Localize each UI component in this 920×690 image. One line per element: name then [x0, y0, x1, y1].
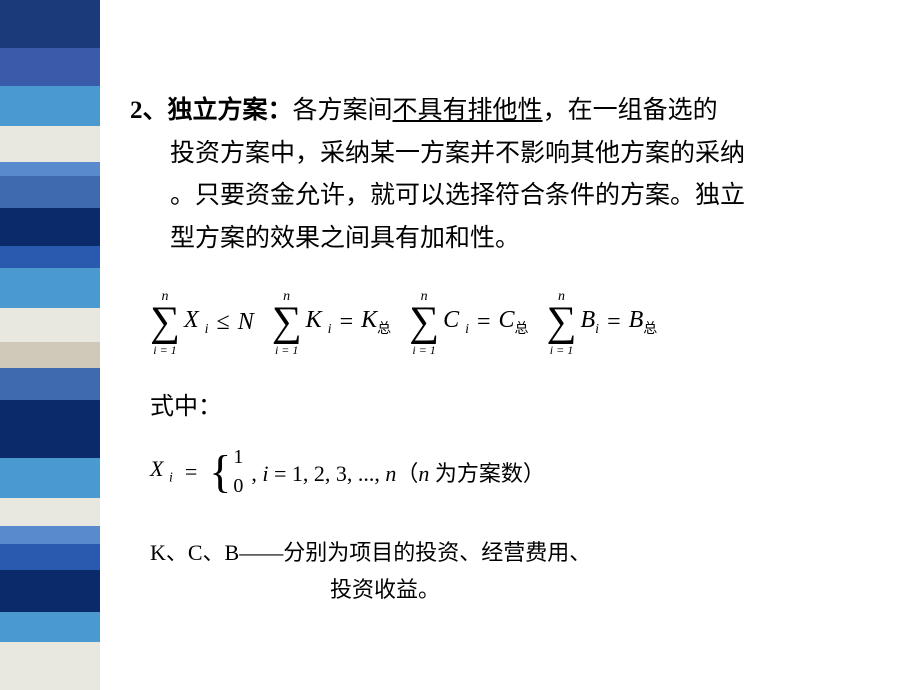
sidebar-stripe — [0, 48, 100, 86]
sidebar-stripe — [0, 342, 100, 368]
f2-var: K — [306, 307, 322, 333]
f4-rhs-var: B — [629, 307, 644, 333]
formula-1: n ∑ i = 1 X i ≤ N — [150, 290, 254, 356]
formula-row: n ∑ i = 1 X i ≤ N n ∑ i = 1 K i = K总 n ∑… — [150, 290, 890, 356]
f3-op: = — [477, 309, 491, 336]
main-paragraph: 2、独立方案：各方案间不具有排他性，在一组备选的 投资方案中，采纳某一方案并不影… — [130, 90, 890, 260]
para-line4: 型方案的效果之间具有加和性。 — [130, 218, 890, 261]
sum-lower: i = 1 — [550, 344, 573, 356]
f3-sub: i — [465, 322, 469, 337]
sidebar-stripe — [0, 526, 100, 544]
xi-var: X — [150, 456, 163, 481]
sidebar-stripe — [0, 176, 100, 208]
f2-sub: i — [328, 322, 332, 337]
formula-3: n ∑ i = 1 C i = C总 — [409, 290, 528, 356]
sum-lower: i = 1 — [275, 344, 298, 356]
kcb-explanation-line2: 投资收益。 — [330, 572, 890, 604]
f4-sub: i — [595, 322, 599, 337]
xi-tail-comma: , — [251, 461, 262, 486]
f3-rhs-sub: 总 — [515, 322, 529, 337]
xi-tail-n1: n — [385, 461, 396, 486]
left-brace: { — [209, 451, 231, 492]
sidebar-stripe — [0, 126, 100, 162]
xi-tail-seq: = 1, 2, 3, ..., — [268, 461, 385, 486]
sidebar-stripe — [0, 368, 100, 400]
xi-sub: i — [169, 471, 173, 486]
f1-rhs: N — [238, 309, 254, 336]
sidebar-stripe — [0, 570, 100, 612]
f4-op: = — [607, 309, 621, 336]
sidebar-stripe — [0, 86, 100, 126]
f2-rhs-var: K — [361, 307, 377, 333]
slide-content: 2、独立方案：各方案间不具有排他性，在一组备选的 投资方案中，采纳某一方案并不影… — [130, 90, 890, 604]
sigma-symbol: ∑ — [272, 306, 302, 340]
where-label: 式中： — [150, 386, 890, 421]
heading-title: 独立方案： — [168, 97, 293, 124]
para-line1-underline: 不具有排他性 — [393, 97, 543, 124]
f1-var: X — [184, 307, 199, 333]
sidebar-stripe — [0, 268, 100, 308]
heading-number: 2、 — [130, 97, 168, 124]
decorative-sidebar — [0, 0, 100, 690]
f3-var: C — [443, 307, 459, 333]
sidebar-stripe — [0, 0, 100, 48]
formula-4: n ∑ i = 1 Bi = B总 — [547, 290, 658, 356]
f2-rhs-sub: 总 — [377, 322, 391, 337]
xi-eq: = — [185, 459, 197, 485]
para-line1-pre: 各方案间 — [293, 97, 393, 124]
sidebar-stripe — [0, 498, 100, 526]
xi-tail-n2: n — [418, 461, 429, 486]
f1-sub: i — [205, 322, 209, 337]
sum-lower: i = 1 — [412, 344, 435, 356]
sigma-symbol: ∑ — [409, 306, 439, 340]
f2-op: = — [340, 309, 354, 336]
kcb-explanation-line1: K、C、B——分别为项目的投资、经营费用、 — [150, 533, 890, 573]
para-line2: 投资方案中，采纳某一方案并不影响其他方案的采纳 — [130, 133, 890, 176]
sidebar-stripe — [0, 612, 100, 642]
para-line3: 。只要资金允许，就可以选择符合条件的方案。独立 — [130, 175, 890, 218]
sidebar-stripe — [0, 458, 100, 498]
sidebar-stripe — [0, 544, 100, 570]
f3-rhs-var: C — [499, 307, 515, 333]
xi-tail-cn: 为方案数） — [429, 461, 545, 486]
xi-tail-paren: （ — [396, 461, 418, 486]
sidebar-stripe — [0, 208, 100, 246]
sigma-symbol: ∑ — [150, 306, 180, 340]
f4-var: B — [581, 307, 596, 333]
f1-op: ≤ — [217, 309, 230, 336]
xi-val-bot: 0 — [233, 475, 243, 498]
sigma-symbol: ∑ — [547, 306, 577, 340]
sidebar-stripe — [0, 246, 100, 268]
sidebar-stripe — [0, 642, 100, 690]
xi-formula: X i = { 1 0 , i = 1, 2, 3, ..., n（n 为方案数… — [150, 446, 890, 498]
sidebar-stripe — [0, 308, 100, 342]
sidebar-stripe — [0, 400, 100, 458]
sidebar-stripe — [0, 162, 100, 176]
xi-val-top: 1 — [233, 446, 243, 469]
f4-rhs-sub: 总 — [643, 322, 657, 337]
para-line1-post: ，在一组备选的 — [543, 97, 718, 124]
formula-2: n ∑ i = 1 K i = K总 — [272, 290, 391, 356]
sum-lower: i = 1 — [153, 344, 176, 356]
